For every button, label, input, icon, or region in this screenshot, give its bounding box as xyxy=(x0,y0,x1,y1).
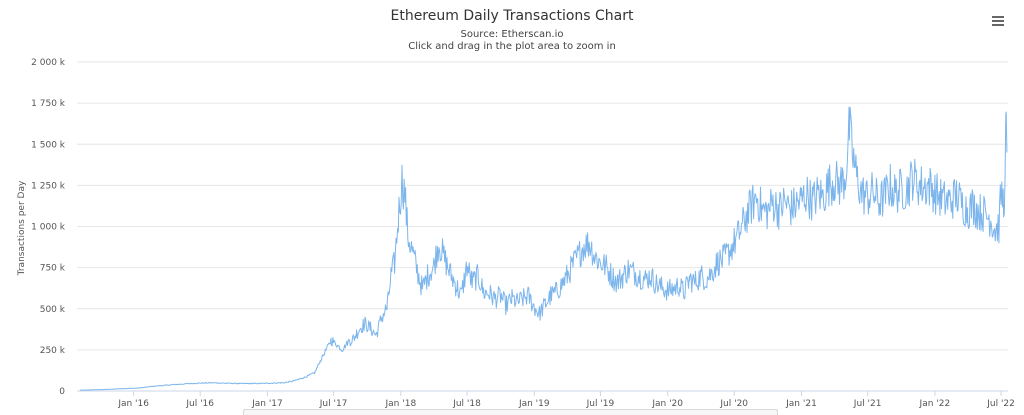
x-tick-label: Jul '19 xyxy=(586,399,615,409)
chart-zoom-hint: Click and drag in the plot area to zoom … xyxy=(408,41,616,52)
x-tick-label: Jan '19 xyxy=(518,399,550,409)
x-tick-label: Jul '17 xyxy=(319,399,348,409)
y-tick-label: 2 000 k xyxy=(31,58,66,68)
y-tick-label: 750 k xyxy=(40,264,66,274)
y-tick-label: 250 k xyxy=(40,346,66,356)
y-tick-label: 1 750 k xyxy=(31,99,66,109)
menu-line xyxy=(992,16,1004,18)
x-tick-label: Jan '17 xyxy=(251,399,283,409)
x-tick-label: Jul '22 xyxy=(986,399,1015,409)
menu-line xyxy=(992,20,1004,22)
y-axis-title: Transactions per Day xyxy=(17,180,27,276)
x-tick-label: Jul '16 xyxy=(185,399,214,409)
y-axis: 0 250 k 500 k 750 k 1 000 k 1 250 k 1 500 k 1 7… xyxy=(31,58,66,397)
x-tick-label: Jan '21 xyxy=(785,399,817,409)
x-tick-label: Jan '20 xyxy=(651,399,683,409)
x-tick-label: Jan '22 xyxy=(919,399,951,409)
x-tick-label: Jan '16 xyxy=(117,399,149,409)
series-line xyxy=(79,106,1008,391)
x-tick-label: Jul '18 xyxy=(452,399,481,409)
y-tick-label: 0 xyxy=(59,387,65,397)
menu-line xyxy=(992,24,1004,26)
x-tick-label: Jul '20 xyxy=(719,399,748,409)
chart-subtitle: Source: Etherscan.io xyxy=(460,29,564,40)
navigator-strip[interactable] xyxy=(243,409,778,415)
y-tick-label: 500 k xyxy=(40,305,66,315)
y-tick-label: 1 500 k xyxy=(31,140,66,150)
x-axis: Jan '16 Jul '16 Jan '17 Jul '17 Jan '18 Jul '… xyxy=(117,391,1015,409)
y-tick-label: 1 250 k xyxy=(31,181,66,191)
y-tick-label: 1 000 k xyxy=(31,223,66,233)
x-tick-label: Jul '21 xyxy=(853,399,882,409)
grid-layer xyxy=(77,61,1008,392)
chart-title: Ethereum Daily Transactions Chart xyxy=(390,8,634,24)
x-tick-label: Jan '18 xyxy=(385,399,417,409)
hamburger-menu-icon[interactable] xyxy=(988,12,1010,30)
